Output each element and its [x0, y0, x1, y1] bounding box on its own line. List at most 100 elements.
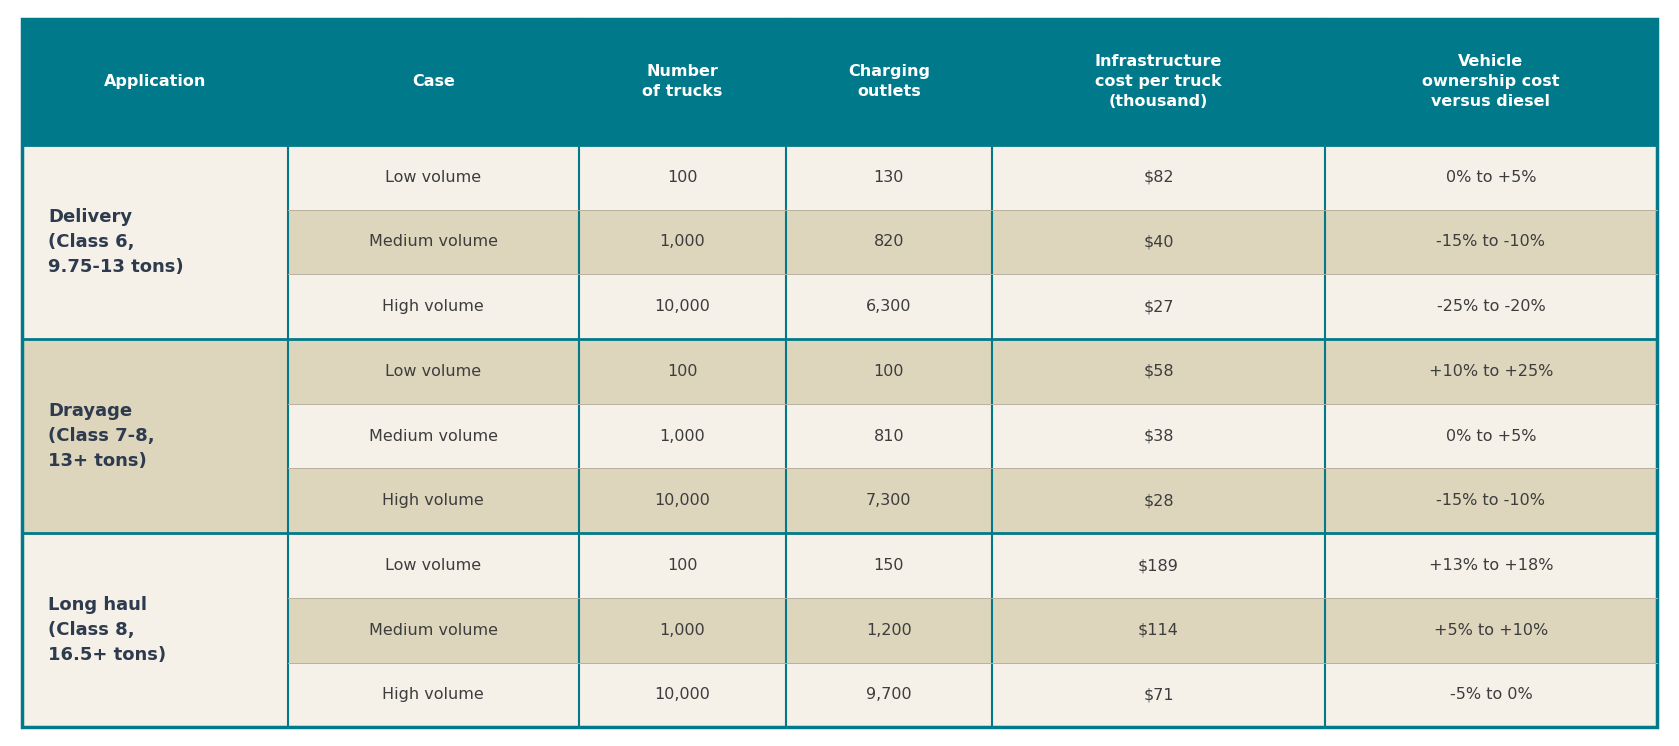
Text: 810: 810 [873, 428, 905, 444]
Text: $58: $58 [1143, 364, 1174, 379]
Bar [287, 19, 579, 145]
Text: $28: $28 [1143, 493, 1174, 508]
Text: +13% to +18%: +13% to +18% [1429, 558, 1553, 573]
Text: 150: 150 [873, 558, 905, 573]
Bar [786, 662, 992, 727]
Text: 7,300: 7,300 [866, 493, 912, 508]
Text: Case: Case [411, 74, 455, 90]
Text: High volume: High volume [383, 688, 484, 703]
Bar [1325, 210, 1657, 275]
Text: 100: 100 [667, 169, 697, 185]
Text: $189: $189 [1138, 558, 1179, 573]
Text: 1,000: 1,000 [660, 428, 705, 444]
Bar [992, 275, 1325, 339]
Bar [579, 533, 786, 598]
Text: 0% to +5%: 0% to +5% [1446, 169, 1536, 185]
Text: 9,700: 9,700 [866, 688, 912, 703]
Bar [786, 468, 992, 533]
Bar [287, 404, 579, 468]
Bar [992, 145, 1325, 210]
Bar [992, 339, 1325, 404]
Bar [287, 598, 579, 662]
Text: $38: $38 [1143, 428, 1174, 444]
Bar [579, 404, 786, 468]
Bar [1325, 339, 1657, 404]
Text: 130: 130 [873, 169, 903, 185]
Text: -5% to 0%: -5% to 0% [1449, 688, 1533, 703]
Text: 0% to +5%: 0% to +5% [1446, 428, 1536, 444]
Bar [1325, 468, 1657, 533]
Text: 100: 100 [873, 364, 905, 379]
Bar [22, 145, 287, 339]
Bar [1325, 145, 1657, 210]
Bar [992, 533, 1325, 598]
Bar [1325, 404, 1657, 468]
Text: 100: 100 [667, 364, 697, 379]
Bar [786, 533, 992, 598]
Text: +5% to +10%: +5% to +10% [1434, 623, 1548, 638]
Bar [1325, 662, 1657, 727]
Bar [1325, 275, 1657, 339]
Bar [579, 339, 786, 404]
Text: 10,000: 10,000 [655, 688, 710, 703]
Bar [1325, 598, 1657, 662]
Text: -15% to -10%: -15% to -10% [1437, 234, 1545, 249]
Bar [1325, 533, 1657, 598]
Text: Delivery
(Class 6,
9.75-13 tons): Delivery (Class 6, 9.75-13 tons) [49, 208, 185, 276]
Bar [786, 275, 992, 339]
Text: Medium volume: Medium volume [369, 623, 499, 638]
Text: Drayage
(Class 7-8,
13+ tons): Drayage (Class 7-8, 13+ tons) [49, 402, 154, 470]
Text: High volume: High volume [383, 493, 484, 508]
Bar [992, 468, 1325, 533]
Bar [287, 533, 579, 598]
Text: Low volume: Low volume [384, 169, 482, 185]
Bar [992, 598, 1325, 662]
Text: $114: $114 [1138, 623, 1179, 638]
Bar [786, 598, 992, 662]
Text: 10,000: 10,000 [655, 493, 710, 508]
Bar [22, 339, 287, 533]
Text: $27: $27 [1143, 299, 1174, 314]
Text: Medium volume: Medium volume [369, 428, 499, 444]
Bar [22, 533, 287, 727]
Bar [992, 662, 1325, 727]
Text: Long haul
(Class 8,
16.5+ tons): Long haul (Class 8, 16.5+ tons) [49, 596, 166, 664]
Bar [22, 19, 287, 145]
Text: Low volume: Low volume [384, 364, 482, 379]
Bar [579, 19, 786, 145]
Bar [287, 468, 579, 533]
Bar [579, 145, 786, 210]
Bar [287, 339, 579, 404]
Bar [579, 468, 786, 533]
Text: Charging
outlets: Charging outlets [848, 64, 930, 99]
Bar [579, 662, 786, 727]
Bar [992, 210, 1325, 275]
Text: -15% to -10%: -15% to -10% [1437, 493, 1545, 508]
Bar [992, 19, 1325, 145]
Bar [786, 145, 992, 210]
Text: $82: $82 [1143, 169, 1174, 185]
Text: $71: $71 [1143, 688, 1174, 703]
Bar [786, 19, 992, 145]
Bar [786, 210, 992, 275]
Bar [579, 210, 786, 275]
Text: High volume: High volume [383, 299, 484, 314]
Text: -25% to -20%: -25% to -20% [1437, 299, 1545, 314]
Text: $40: $40 [1143, 234, 1174, 249]
Text: 100: 100 [667, 558, 697, 573]
Bar [287, 275, 579, 339]
Bar [579, 598, 786, 662]
Text: 1,000: 1,000 [660, 234, 705, 249]
Text: Medium volume: Medium volume [369, 234, 499, 249]
Text: Number
of trucks: Number of trucks [641, 64, 722, 99]
Text: 1,200: 1,200 [866, 623, 912, 638]
Bar [992, 404, 1325, 468]
Text: Low volume: Low volume [384, 558, 482, 573]
Text: 820: 820 [873, 234, 905, 249]
Text: 1,000: 1,000 [660, 623, 705, 638]
Text: Vehicle
ownership cost
versus diesel: Vehicle ownership cost versus diesel [1422, 54, 1560, 109]
Bar [287, 662, 579, 727]
Bar [1325, 19, 1657, 145]
Text: 10,000: 10,000 [655, 299, 710, 314]
Bar [287, 145, 579, 210]
